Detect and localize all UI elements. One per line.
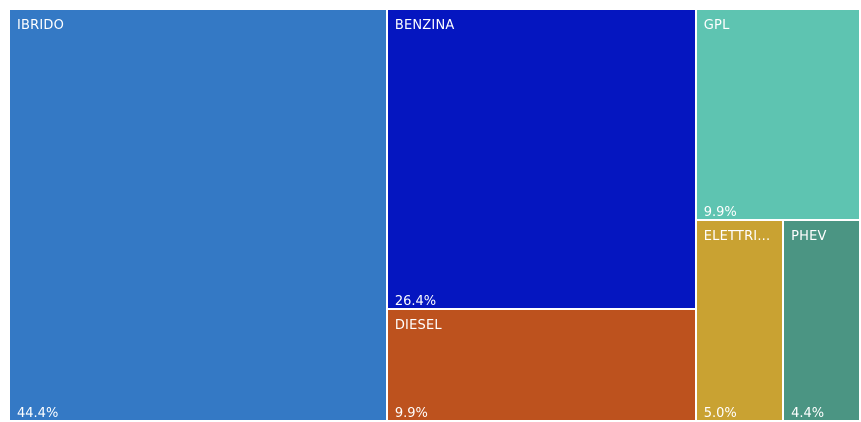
treemap-tile-ibrido[interactable]: IBRIDO 44.4% xyxy=(10,10,386,420)
tile-value-label: 9.9% xyxy=(703,205,737,220)
treemap-tile-benzina[interactable]: BENZINA 26.4% xyxy=(387,10,695,308)
treemap-tile-phev[interactable]: PHEV 4.4% xyxy=(784,221,859,420)
treemap-tile-elettri[interactable]: ELETTRI... 5.0% xyxy=(696,221,783,420)
tile-label: PHEV xyxy=(791,229,827,245)
tile-label: GPL xyxy=(703,18,730,33)
tile-label: BENZINA xyxy=(394,18,455,33)
tile-value-label: 5.0% xyxy=(703,405,737,420)
tile-value-label: 9.9% xyxy=(394,405,428,420)
treemap-tile-diesel[interactable]: DIESEL 9.9% xyxy=(387,309,695,420)
tile-label: DIESEL xyxy=(394,317,442,333)
tile-value-label: 44.4% xyxy=(17,406,59,420)
tile-label: ELETTRI... xyxy=(703,229,771,245)
tile-value-label: 26.4% xyxy=(394,293,437,308)
tile-value-label: 4.4% xyxy=(791,405,825,420)
treemap-tile-gpl[interactable]: GPL 9.9% xyxy=(696,10,859,220)
tile-label: IBRIDO xyxy=(17,18,65,33)
